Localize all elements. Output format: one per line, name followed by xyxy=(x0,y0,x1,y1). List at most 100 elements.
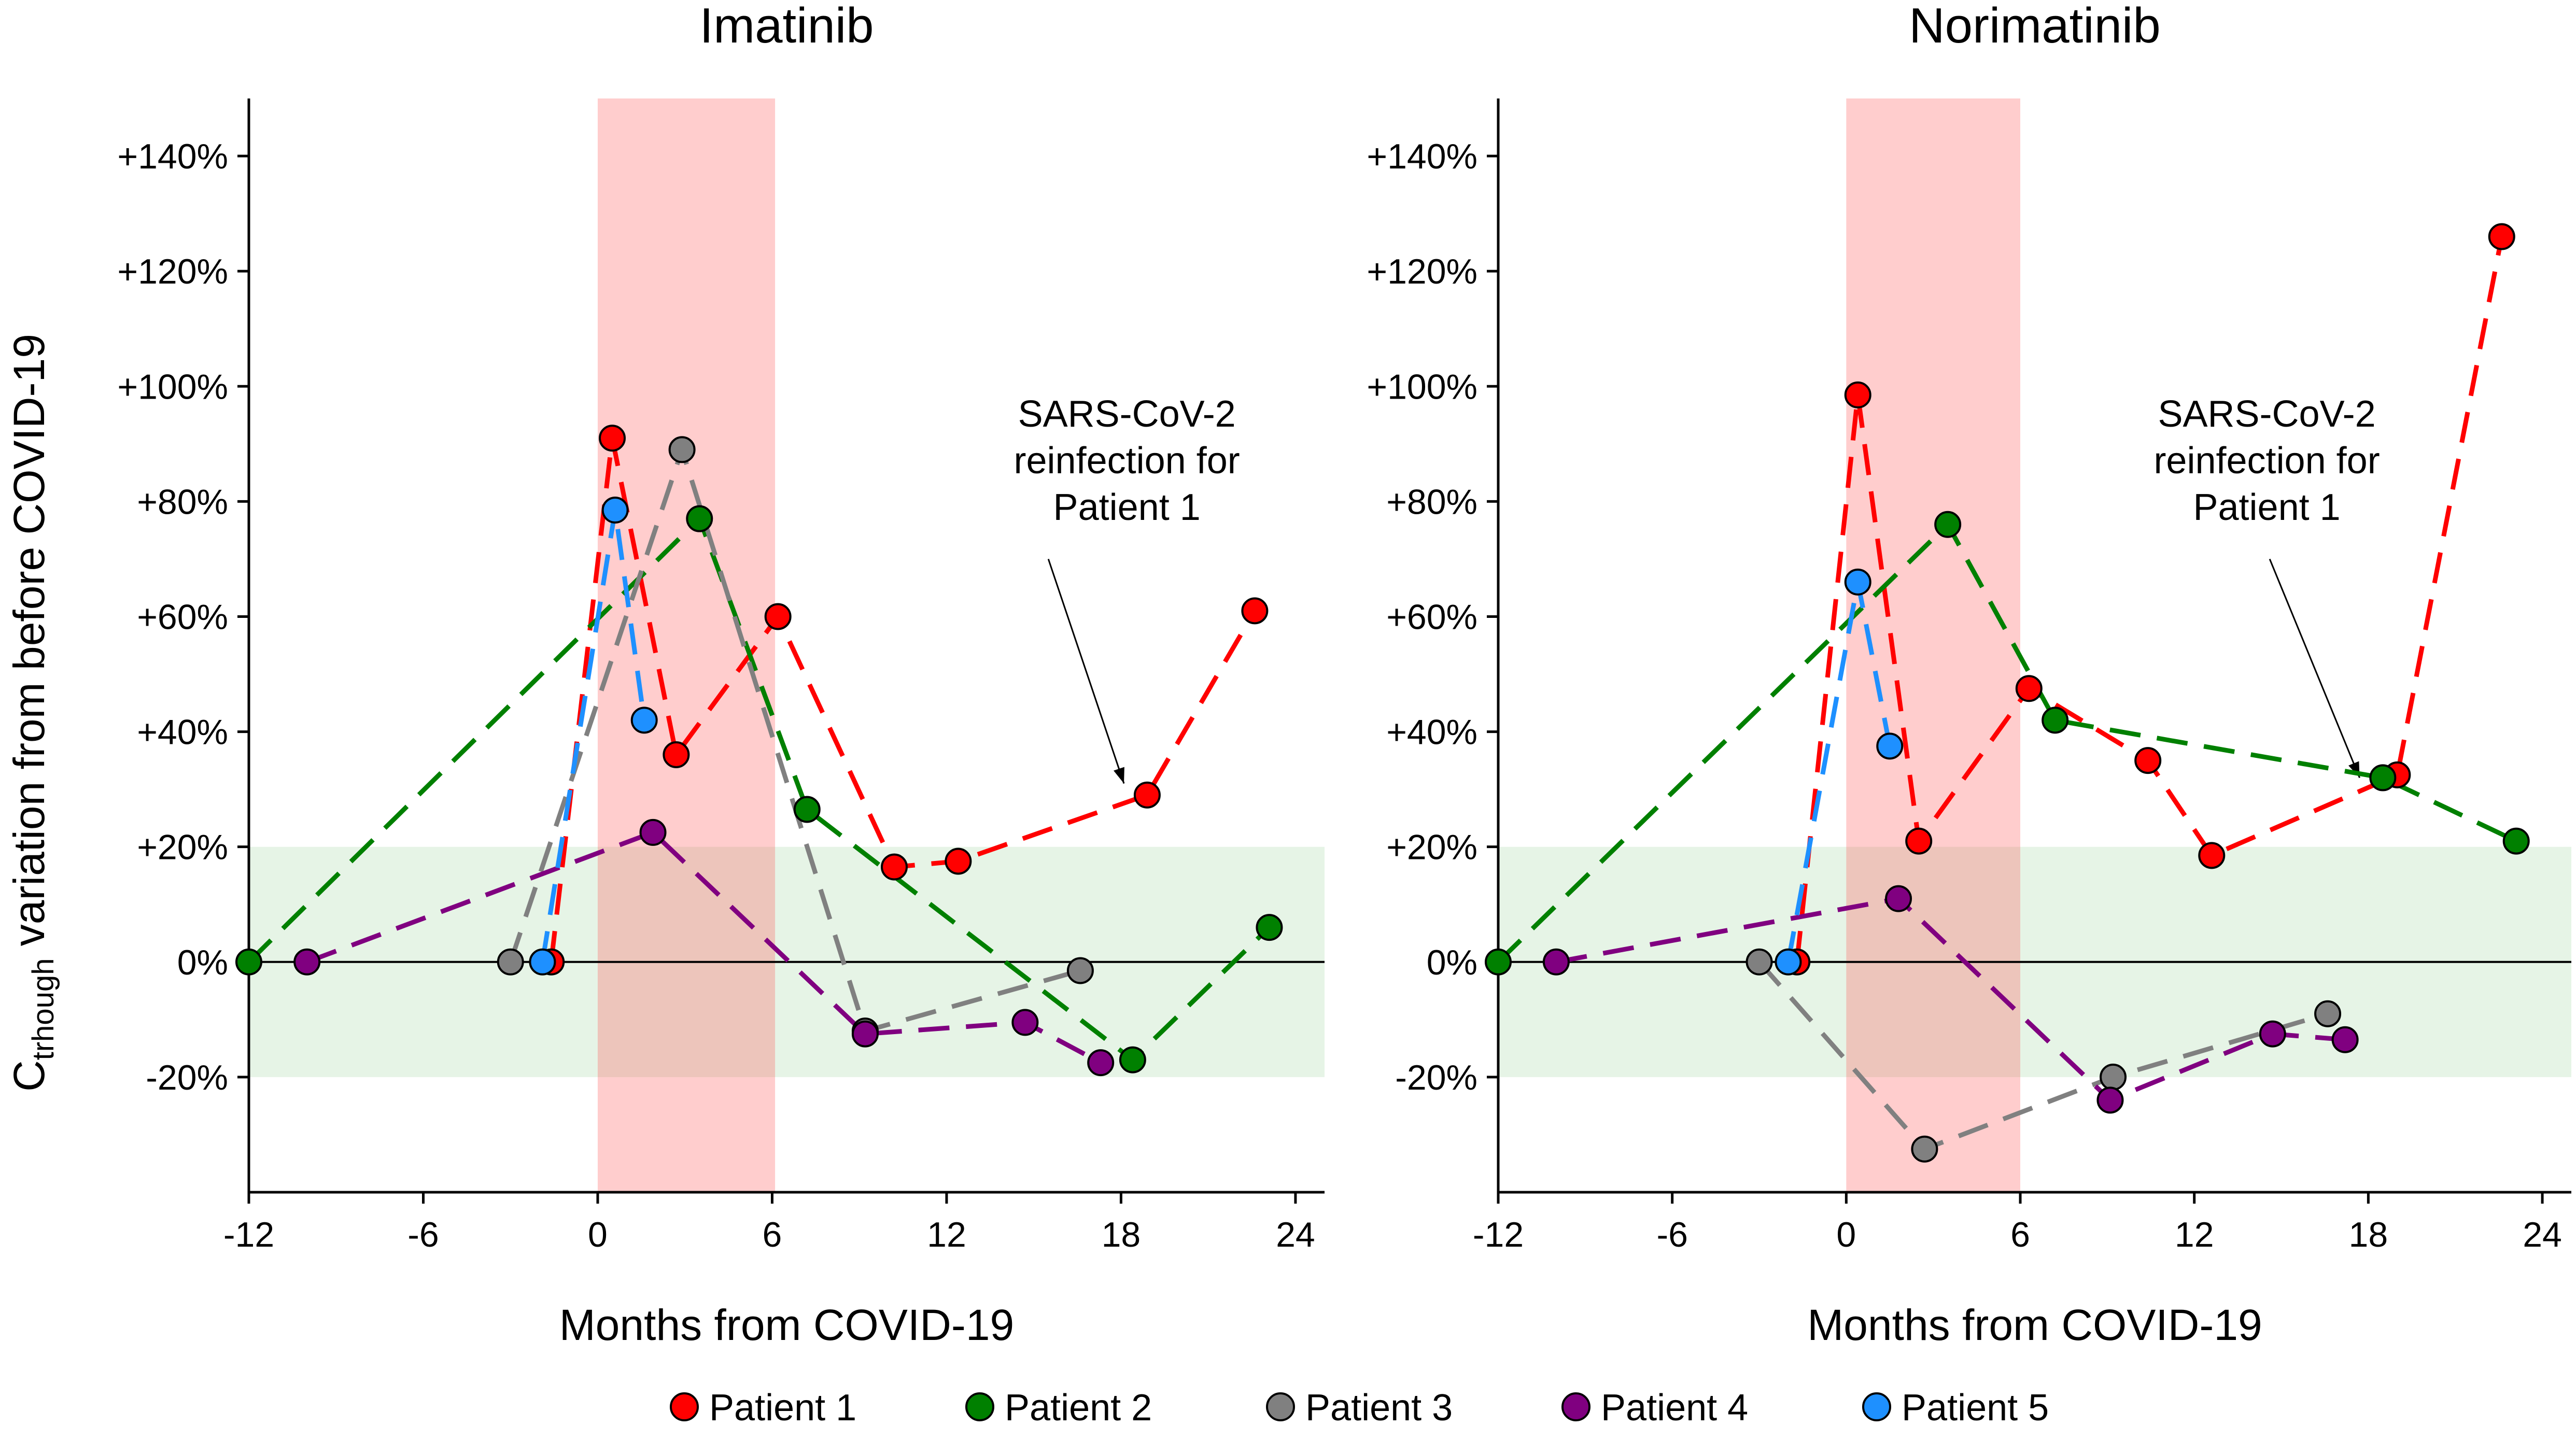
y-axis-title: Ctrhough variation from before COVID-19 xyxy=(5,334,60,1092)
y-tick-label: +20% xyxy=(1386,828,1477,867)
y-tick-label: 0% xyxy=(1427,943,1477,982)
x-tick-label: 0 xyxy=(588,1215,608,1254)
y-tick-label: +100% xyxy=(117,367,228,406)
data-point-patient-2 xyxy=(1256,914,1283,941)
y-tick-label: +60% xyxy=(1386,597,1477,637)
data-point-patient-3 xyxy=(497,948,524,976)
legend: Patient 1 Patient 2 Patient 3 Patient 4 Pati… xyxy=(670,1387,2049,1429)
y-tick-label: +140% xyxy=(117,137,228,176)
data-point-patient-1 xyxy=(599,425,626,452)
x-tick-label: -12 xyxy=(1473,1215,1524,1254)
legend-marker-patient-3 xyxy=(1266,1392,1295,1421)
y-axis-title-subscript: trhough xyxy=(26,958,60,1061)
y-tick-label: -20% xyxy=(1395,1058,1477,1097)
y-tick-label: +140% xyxy=(1367,137,1477,176)
y-tick-label: +120% xyxy=(1367,252,1477,291)
legend-marker-patient-2 xyxy=(965,1392,994,1421)
y-tick-label: +100% xyxy=(1367,367,1477,406)
data-point-patient-1 xyxy=(764,603,792,630)
data-point-patient-4 xyxy=(2096,1086,2124,1114)
legend-marker-patient-5 xyxy=(1862,1392,1891,1421)
data-point-patient-2 xyxy=(1119,1046,1146,1074)
annotation-text: SARS-CoV-2 xyxy=(2158,393,2375,435)
x-tick-label: 0 xyxy=(1836,1215,1856,1254)
y-tick-label: +80% xyxy=(1386,482,1477,521)
data-point-patient-1 xyxy=(2488,223,2515,250)
y-tick-label: +40% xyxy=(137,713,228,752)
data-point-patient-3 xyxy=(1066,957,1094,984)
legend-marker-patient-1 xyxy=(670,1392,699,1421)
legend-marker-patient-4 xyxy=(1561,1392,1590,1421)
legend-label-patient-5: Patient 5 xyxy=(1902,1387,2049,1429)
data-point-patient-4 xyxy=(1542,948,1570,976)
x-axis-title: Months from COVID-19 xyxy=(559,1301,1015,1349)
annotation-arrow-head xyxy=(1114,767,1124,784)
data-point-patient-4 xyxy=(1885,885,1912,912)
y-tick-label: +60% xyxy=(137,597,228,637)
panel-title: Imatinib xyxy=(699,0,874,53)
data-point-patient-1 xyxy=(881,853,908,881)
x-tick-label: 6 xyxy=(2010,1215,2030,1254)
data-point-patient-4 xyxy=(1087,1049,1115,1077)
legend-label-patient-2: Patient 2 xyxy=(1005,1387,1152,1429)
x-tick-label: -12 xyxy=(223,1215,274,1254)
data-point-patient-3 xyxy=(2314,1000,2342,1027)
data-point-patient-5 xyxy=(601,497,629,524)
data-point-patient-5 xyxy=(529,948,556,976)
data-point-patient-2 xyxy=(1485,948,1512,976)
data-point-patient-4 xyxy=(1011,1009,1039,1036)
data-point-patient-1 xyxy=(663,741,690,768)
x-tick-label: 12 xyxy=(2175,1215,2214,1254)
x-tick-label: -6 xyxy=(407,1215,439,1254)
x-tick-label: 24 xyxy=(1276,1215,1315,1254)
data-point-patient-5 xyxy=(1775,948,1802,976)
data-point-patient-3 xyxy=(1746,948,1773,976)
data-point-patient-2 xyxy=(1934,511,1962,538)
y-axis-title-main: C xyxy=(5,1060,53,1092)
data-point-patient-5 xyxy=(1876,732,1904,760)
annotation-arrow-line xyxy=(1047,558,1125,784)
x-tick-label: 6 xyxy=(763,1215,782,1254)
data-point-patient-2 xyxy=(235,948,262,976)
y-tick-label: +20% xyxy=(137,828,228,867)
y-axis-title-rest: variation from before COVID-19 xyxy=(5,334,53,958)
x-axis-title: Months from COVID-19 xyxy=(1807,1301,2262,1349)
data-point-patient-3 xyxy=(668,436,696,463)
data-point-patient-3 xyxy=(1911,1135,1938,1163)
x-tick-label: 18 xyxy=(1102,1215,1141,1254)
annotation-text: reinfection for xyxy=(2153,440,2380,482)
data-point-patient-1 xyxy=(1241,597,1269,625)
annotation-text: reinfection for xyxy=(1014,440,1240,482)
data-point-patient-2 xyxy=(2042,707,2069,734)
annotation-text: SARS-CoV-2 xyxy=(1018,393,1236,435)
annotation-text: Patient 1 xyxy=(1053,487,1201,528)
data-point-patient-4 xyxy=(2331,1026,2359,1053)
data-point-patient-1 xyxy=(2198,842,2226,869)
data-point-patient-2 xyxy=(793,796,821,823)
x-tick-label: -6 xyxy=(1656,1215,1687,1254)
annotation-arrow-line xyxy=(2269,558,2360,778)
legend-label-patient-4: Patient 4 xyxy=(1601,1387,1748,1429)
y-tick-label: +40% xyxy=(1386,713,1477,752)
data-point-patient-1 xyxy=(2134,747,2162,774)
data-point-patient-4 xyxy=(2259,1020,2286,1048)
data-point-patient-1 xyxy=(1844,381,1871,408)
annotation-text: Patient 1 xyxy=(2193,487,2340,528)
y-tick-label: -20% xyxy=(146,1058,228,1097)
x-tick-label: 12 xyxy=(927,1215,966,1254)
data-point-patient-4 xyxy=(293,948,321,976)
y-tick-label: +80% xyxy=(137,482,228,521)
series-line-patient-1 xyxy=(1794,236,2504,963)
data-point-patient-4 xyxy=(639,818,667,846)
series-line-patient-4 xyxy=(306,829,1102,1065)
legend-label-patient-1: Patient 1 xyxy=(709,1387,856,1429)
legend-label-patient-3: Patient 3 xyxy=(1305,1387,1453,1429)
y-tick-label: 0% xyxy=(177,943,228,982)
covid-period-band xyxy=(1846,98,2021,1192)
data-point-patient-5 xyxy=(1844,568,1871,596)
data-point-patient-2 xyxy=(686,505,713,532)
panel-title: Norimatinib xyxy=(1909,0,2160,53)
panel-imatinib: -20% 0% +20% +40% +60% +80% +100% +120% +140% -12… xyxy=(5,0,1325,1349)
y-tick-label: +120% xyxy=(117,252,228,291)
